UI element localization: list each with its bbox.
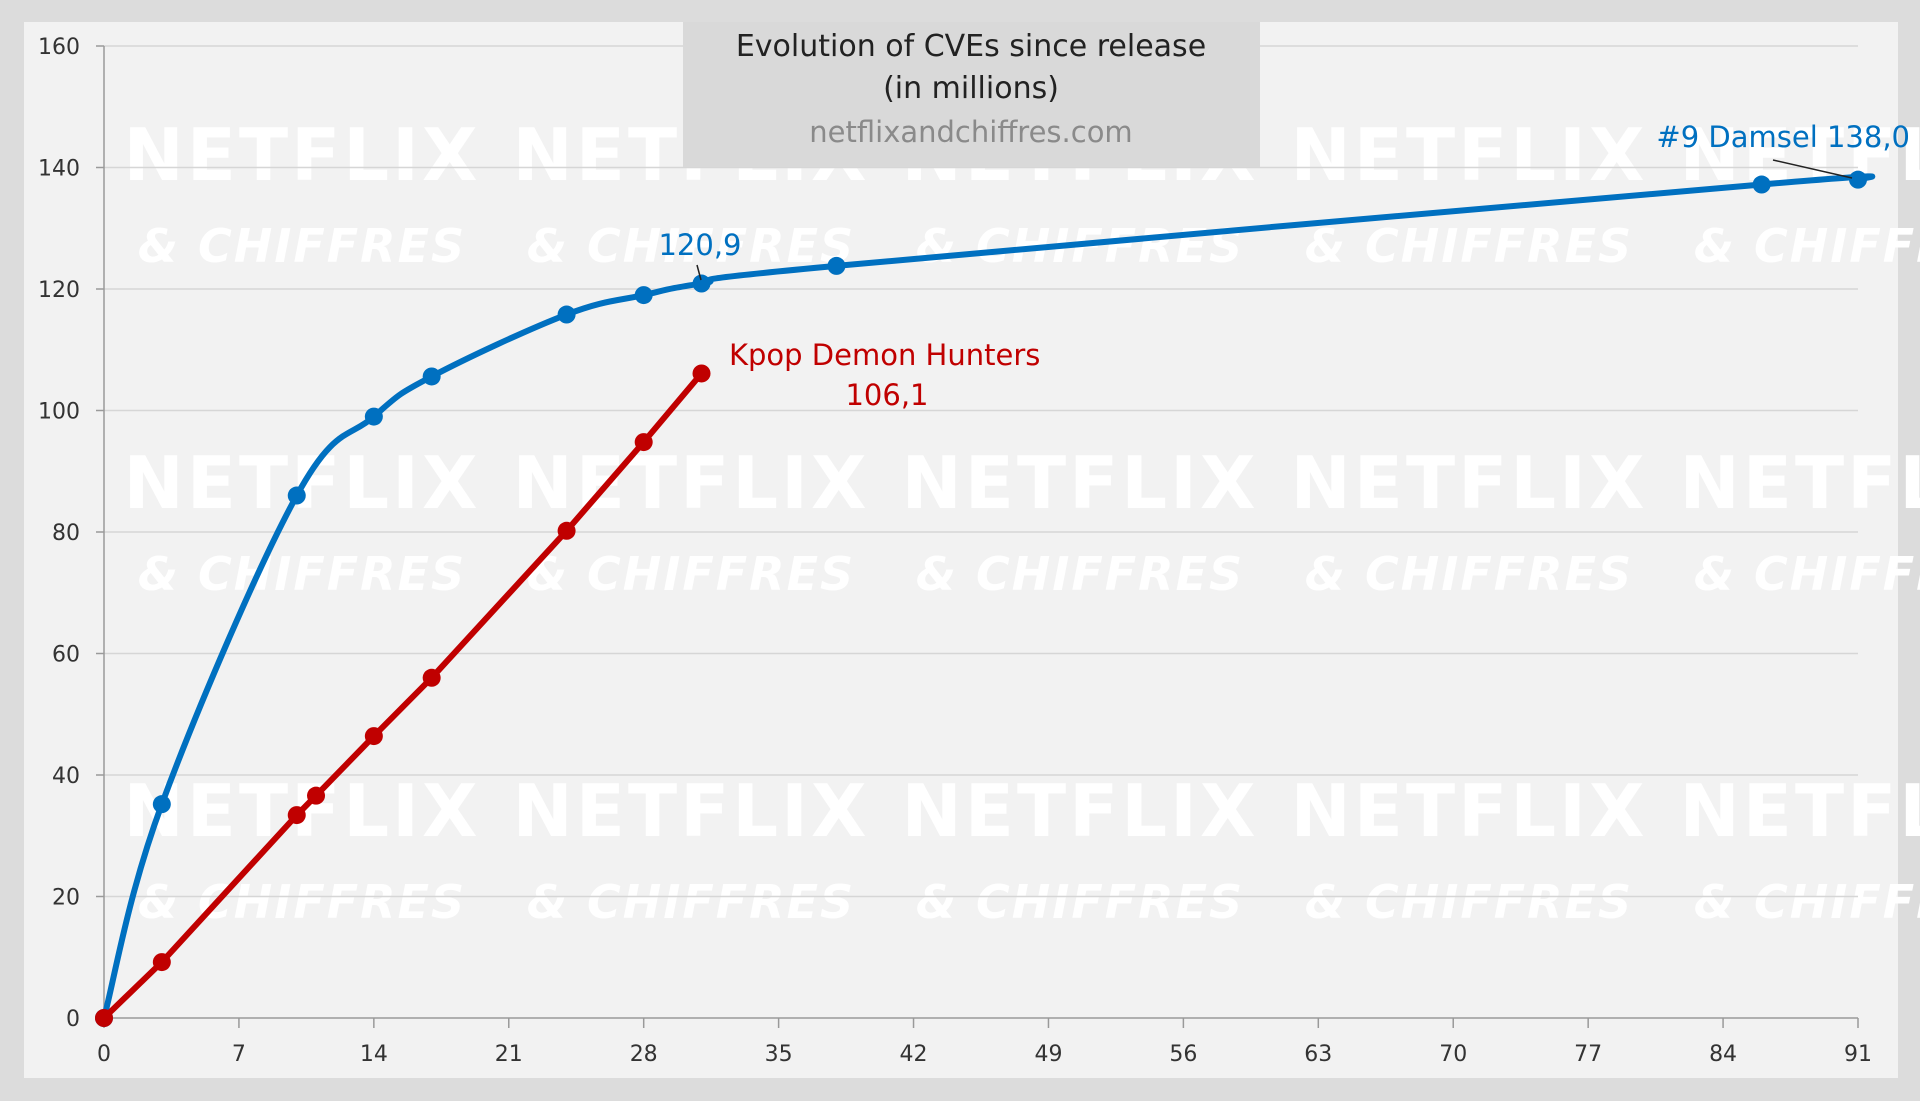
title-box: Evolution of CVEs since release (in mill…: [683, 22, 1260, 167]
series-1-point: [692, 364, 711, 383]
series-1-point: [287, 806, 306, 825]
x-tick-label: 84: [1709, 1042, 1737, 1067]
chart-title: Evolution of CVEs since release: [736, 29, 1206, 64]
x-tick-label: 0: [97, 1042, 111, 1067]
watermark-chiffres-text: & CHIFFRES: [1694, 875, 1920, 929]
series-1-point: [422, 668, 441, 687]
watermark-netflix-text: NETFLIX: [1291, 441, 1648, 525]
watermark-chiffres-text: & CHIFFRES: [1305, 875, 1633, 929]
series-0-point: [364, 407, 383, 426]
watermark-netflix-text: NETFLIX: [1680, 441, 1920, 525]
y-tick-label: 100: [38, 400, 80, 425]
damsel-leader-line: [1772, 159, 1853, 179]
y-tick-label: 80: [52, 521, 80, 546]
series-0-point: [1849, 170, 1867, 189]
x-tick-label: 49: [1034, 1042, 1062, 1067]
series-1-point: [95, 1009, 113, 1027]
y-axis-ticks: 0 20 40 60 80 100 120 140 160: [38, 35, 104, 1032]
watermark-chiffres-text: & CHIFFRES: [1305, 547, 1633, 601]
watermark-chiffres-text: & CHIFFRES: [527, 219, 855, 273]
annotation-kpop-value: 106,1: [845, 378, 928, 412]
watermark-netflix-text: NETFLIX: [1291, 113, 1648, 197]
watermark-chiffres-text: & CHIFFRES: [527, 875, 855, 929]
series-0-line: [101, 173, 1876, 1021]
annotation-blue-31-value: 120,9: [658, 228, 741, 262]
series-0-point: [422, 367, 441, 386]
series-0-point: [557, 305, 576, 324]
y-tick-label: 40: [52, 764, 80, 789]
watermark-netflix-text: NETFLIX: [124, 113, 481, 197]
x-tick-label: 91: [1844, 1042, 1872, 1067]
watermark-chiffres-text: & CHIFFRES: [1694, 219, 1920, 273]
series-0-point: [692, 274, 711, 293]
watermark-chiffres-text: & CHIFFRES: [527, 547, 855, 601]
x-tick-label: 42: [900, 1042, 928, 1067]
watermark-netflix-text: NETFLIX: [1680, 769, 1920, 853]
blue-31-leader-line: [696, 264, 702, 281]
y-tick-label: 60: [52, 643, 80, 668]
chart-subtitle: (in millions): [883, 71, 1059, 106]
series-1-point: [152, 953, 171, 972]
watermark-chiffres-text: & CHIFFRES: [1694, 547, 1920, 601]
series-0-point: [1752, 175, 1771, 194]
x-tick-label: 56: [1169, 1042, 1197, 1067]
series-0-point: [287, 486, 306, 505]
y-tick-label: 0: [66, 1007, 80, 1032]
x-tick-label: 14: [360, 1042, 388, 1067]
series-0-point: [634, 286, 653, 305]
title-box-background: [683, 22, 1260, 167]
watermark-chiffres-text: & CHIFFRES: [138, 875, 466, 929]
chart-source: netflixandchiffres.com: [809, 115, 1132, 149]
watermark-netflix-text: NETFLIX: [1291, 769, 1648, 853]
x-tick-label: 63: [1304, 1042, 1332, 1067]
watermark-netflix-text: NETFLIX: [902, 769, 1259, 853]
x-tick-label: 7: [232, 1042, 246, 1067]
watermark-netflix-text: NETFLIX: [902, 441, 1259, 525]
watermark-netflix-text: NETFLIX: [513, 769, 870, 853]
series-0-point: [152, 795, 171, 814]
x-tick-label: 77: [1574, 1042, 1602, 1067]
watermark-netflix-text: NETFLIX: [513, 441, 870, 525]
series-1-point: [634, 433, 653, 452]
series-1-point: [557, 521, 576, 540]
watermark-chiffres-text: & CHIFFRES: [138, 219, 466, 273]
watermark-chiffres-text: & CHIFFRES: [1305, 219, 1633, 273]
annotation-damsel-label: #9 Damsel 138,0: [1656, 120, 1910, 154]
y-tick-label: 120: [38, 278, 80, 303]
y-tick-label: 140: [38, 157, 80, 182]
watermark-chiffres-text: & CHIFFRES: [916, 547, 1244, 601]
series-1-point: [307, 786, 326, 805]
annotations: 120,9 #9 Damsel 138,0 Kpop Demon Hunters…: [658, 120, 1910, 412]
x-tick-label: 70: [1439, 1042, 1467, 1067]
y-tick-label: 160: [38, 35, 80, 60]
x-tick-label: 28: [630, 1042, 658, 1067]
annotation-kpop-label: Kpop Demon Hunters: [729, 338, 1040, 372]
series-0-point: [827, 256, 846, 275]
x-axis-ticks: 0 7 14 21 28 35 42 49 56 63 70 77 84 91: [97, 1018, 1872, 1067]
x-tick-label: 21: [495, 1042, 523, 1067]
watermark-chiffres-text: & CHIFFRES: [916, 875, 1244, 929]
series: [95, 170, 1876, 1027]
x-tick-label: 35: [765, 1042, 793, 1067]
series-1-point: [364, 727, 383, 746]
watermark-chiffres-text: & CHIFFRES: [138, 547, 466, 601]
y-tick-label: 20: [52, 886, 80, 911]
